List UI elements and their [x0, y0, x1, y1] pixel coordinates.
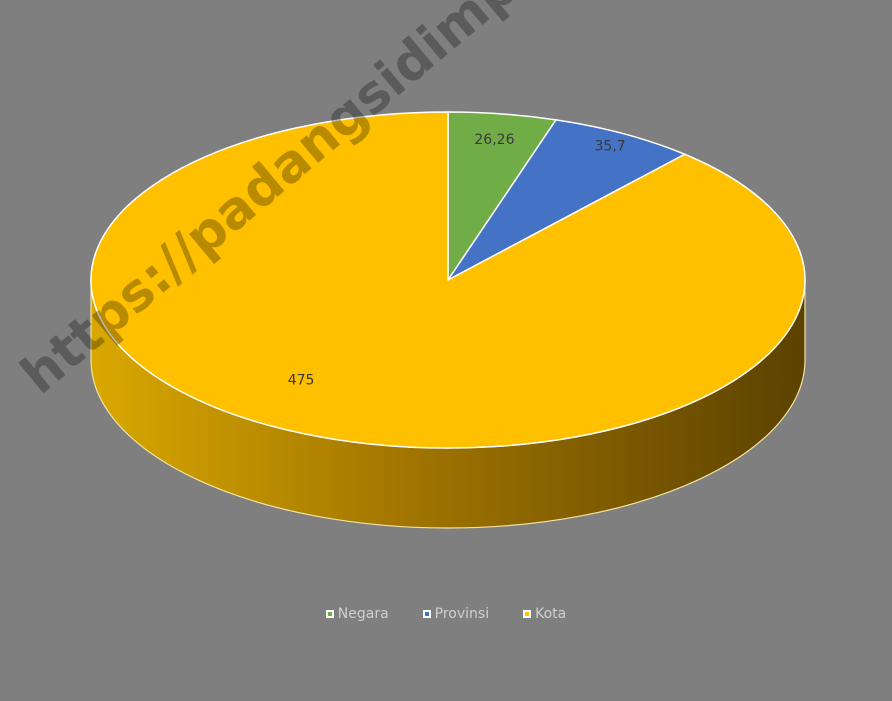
- legend-item-provinsi: Provinsi: [422, 606, 490, 622]
- legend-label-kota: Kota: [535, 606, 567, 622]
- legend-swatch-provinsi: [422, 610, 431, 618]
- legend-swatch-negara: [325, 610, 334, 618]
- legend-label-negara: Negara: [337, 606, 389, 622]
- data-label-kota: 475: [288, 372, 315, 388]
- data-label-negara: 26,26: [474, 132, 514, 148]
- data-label-provinsi: 35,7: [595, 139, 626, 155]
- legend-item-kota: Kota: [523, 606, 566, 622]
- legend-label-provinsi: Provinsi: [434, 606, 490, 622]
- legend-item-negara: Negara: [325, 606, 389, 622]
- legend: Negara Provinsi Kota: [0, 606, 892, 622]
- pie-slice-kota: [90, 111, 806, 449]
- pie-slice-provinsi: [447, 119, 686, 281]
- legend-swatch-kota: [523, 610, 532, 618]
